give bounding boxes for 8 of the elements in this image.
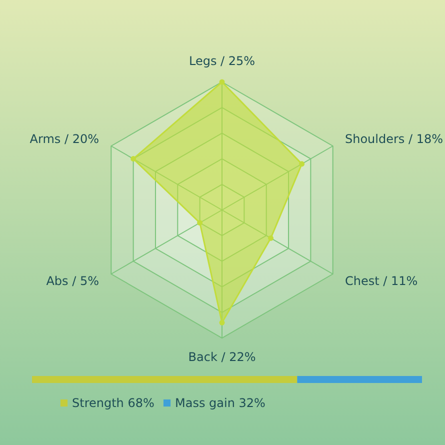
spoke-label: Chest / 11% — [344, 274, 418, 288]
spoke-label: Legs / 25% — [188, 54, 256, 68]
legend-label: Strength 68% — [72, 396, 154, 410]
spoke-label: Arms / 20% — [30, 132, 100, 146]
legend-label: Mass gain 32% — [175, 396, 266, 410]
spoke-label: Back / 22% — [188, 350, 256, 364]
spoke-label: Abs / 5% — [46, 274, 100, 288]
spoke-label: Shoulders / 18% — [344, 132, 444, 146]
